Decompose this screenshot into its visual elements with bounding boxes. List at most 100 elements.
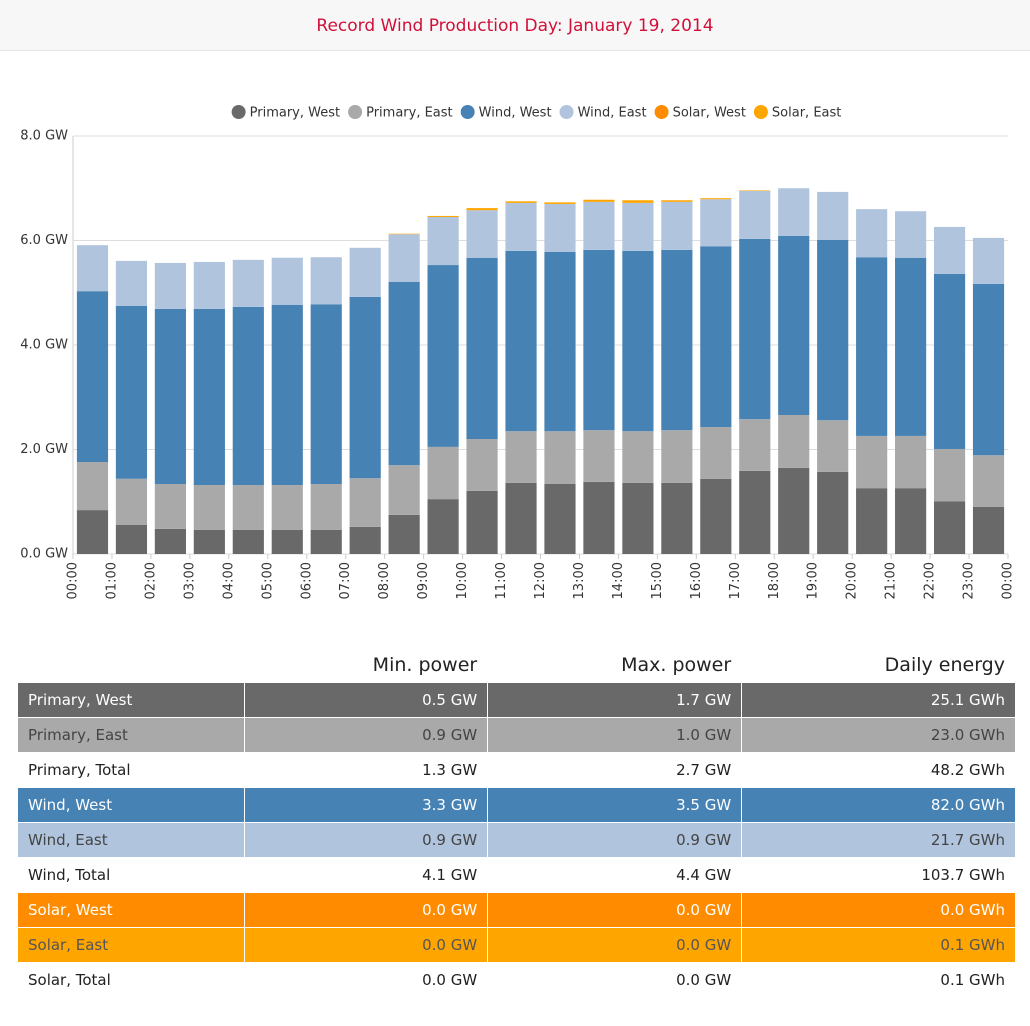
summary-table: Min. power Max. power Daily energy Primary,…: [18, 648, 1016, 998]
bar-segment: [193, 529, 225, 554]
bar-segment: [622, 202, 654, 251]
header-cell: [18, 648, 245, 683]
bar-segment: [271, 529, 303, 554]
legend-swatch: [654, 105, 669, 119]
y-tick-label: 2.0 GW: [20, 442, 68, 457]
x-tick-label: 12:00: [533, 562, 548, 599]
table-cell: 0.5 GW: [244, 682, 489, 718]
bar-segment: [895, 257, 927, 436]
header: Record Wind Production Day: January 19, …: [0, 0, 1030, 51]
table-cell: Solar, West: [18, 892, 245, 928]
bar-segment: [505, 250, 537, 432]
bar-segment: [933, 448, 966, 502]
table-header: Min. power Max. power Daily energy: [18, 648, 1016, 683]
bar-segment: [583, 199, 615, 202]
bar-segment: [972, 455, 1005, 507]
bar-segment: [388, 234, 420, 282]
bar-segment: [544, 431, 576, 484]
header-cell: Daily energy: [741, 648, 1016, 683]
bar-segment: [933, 501, 966, 554]
table-cell: Wind, Total: [18, 857, 245, 893]
table-cell: Solar, East: [18, 927, 245, 963]
x-tick-label: 22:00: [923, 562, 938, 599]
table-cell: Primary, Total: [18, 752, 245, 788]
bar-segment: [310, 483, 342, 530]
bar-segment: [778, 188, 810, 236]
bar-segment: [700, 246, 732, 428]
bar-segment: [583, 430, 615, 482]
x-tick-label: 23:00: [962, 562, 977, 599]
bar-segment: [895, 488, 927, 554]
bar-segment: [154, 308, 186, 484]
bar-segment: [856, 257, 888, 436]
bar-segment: [427, 265, 459, 447]
bar-segment: [427, 499, 459, 554]
bar-segment: [622, 200, 654, 203]
title: Record Wind Production Day: January 19, …: [316, 16, 714, 36]
x-tick-label: 07:00: [338, 562, 353, 599]
bar-segment: [622, 431, 654, 483]
bar-segment: [505, 201, 537, 203]
bar-segment: [310, 257, 342, 305]
bar-segment: [115, 478, 148, 525]
x-tick-label: 21:00: [884, 562, 899, 599]
table-cell: 82.0 GWh: [741, 787, 1016, 823]
bar-segment: [661, 430, 693, 483]
bar-segment: [76, 462, 109, 511]
table-cell: 23.0 GWh: [741, 717, 1016, 753]
bar-segment: [76, 245, 109, 292]
bar-segment: [271, 257, 303, 305]
table-cell: 0.9 GW: [487, 822, 743, 858]
x-tick-label: 05:00: [260, 562, 275, 599]
bar-segment: [622, 250, 654, 432]
table-cell: 103.7 GWh: [741, 857, 1016, 893]
table-cell: 1.7 GW: [487, 682, 743, 718]
bar-segment: [388, 233, 420, 235]
x-tick-label: 09:00: [416, 562, 431, 599]
bar-segment: [856, 209, 888, 258]
bar-segment: [349, 247, 381, 297]
table-row: Solar, East 0.0 GW 0.0 GW 0.1 GWh: [18, 927, 1016, 963]
bar-segment: [544, 483, 576, 554]
table-cell: 2.7 GW: [487, 752, 743, 788]
bar-segment: [933, 226, 966, 274]
x-tick-label: 06:00: [299, 562, 314, 599]
legend-swatch: [753, 105, 768, 119]
x-tick-label: 04:00: [221, 562, 236, 599]
table-cell: 3.3 GW: [244, 787, 489, 823]
bar-segment: [739, 419, 771, 471]
bar-segment: [544, 203, 576, 252]
header-cell: Min. power: [244, 648, 489, 683]
table-cell: 0.0 GWh: [741, 892, 1016, 928]
bar-segment: [232, 485, 264, 530]
table-cell: 0.1 GWh: [741, 927, 1016, 963]
x-tick-label: 03:00: [182, 562, 197, 599]
bar-segment: [505, 482, 537, 554]
bar-segment: [700, 199, 732, 247]
bar-segment: [739, 190, 771, 191]
bar-segment: [466, 210, 498, 258]
legend: Primary, West Primary, East Wind, West Wind…: [231, 105, 841, 121]
bar-segment: [115, 305, 148, 479]
table-row: Solar, Total 0.0 GW 0.0 GW 0.1 GWh: [18, 962, 1016, 998]
x-tick-label: 08:00: [377, 562, 392, 599]
bar-segment: [154, 262, 186, 309]
legend-swatch: [460, 105, 475, 119]
bar-segment: [700, 427, 732, 479]
bar-segment: [505, 431, 537, 483]
bar-segment: [856, 488, 888, 554]
x-tick-label: 15:00: [650, 562, 665, 599]
legend-label: Solar, East: [772, 106, 841, 121]
table-cell: 0.9 GW: [244, 717, 489, 753]
bar-segment: [193, 261, 225, 309]
table-cell: 0.0 GW: [487, 962, 743, 998]
bar-segment: [583, 481, 615, 554]
bar-segment: [310, 304, 342, 484]
bar-segment: [661, 201, 693, 250]
table-cell: 25.1 GWh: [741, 682, 1016, 718]
bar-segment: [739, 470, 771, 554]
x-tick-label: 00:00: [1001, 562, 1016, 599]
bar-segment: [115, 524, 148, 554]
bar-segment: [271, 485, 303, 530]
